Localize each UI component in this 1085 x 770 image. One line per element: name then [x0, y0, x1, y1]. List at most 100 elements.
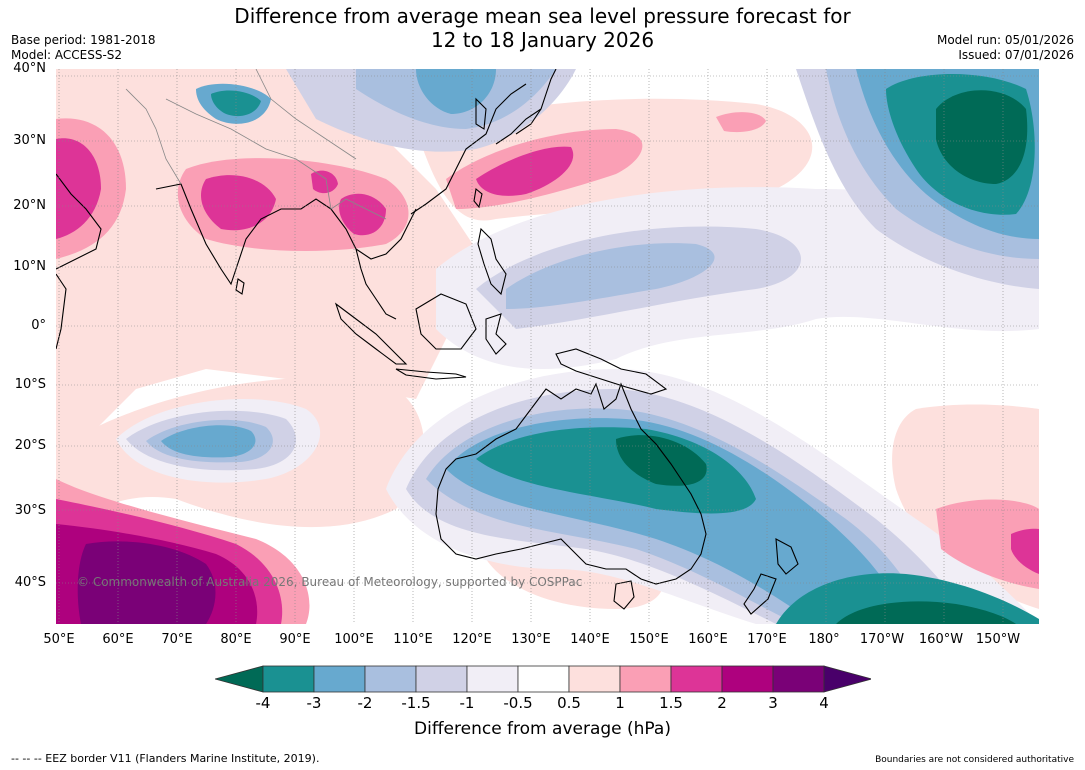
lon-label-100e: 100°E — [334, 632, 374, 647]
base-period: Base period: 1981-2018 — [11, 33, 156, 47]
lat-label-30n: 30°N — [13, 133, 46, 148]
title-line-2: 12 to 18 January 2026 — [430, 28, 655, 52]
colorbar-extend-low — [215, 665, 264, 693]
colorbar-segment — [568, 665, 621, 693]
meta-left: Base period: 1981-2018 Model: ACCESS-S2 — [11, 33, 156, 63]
colorbar-tick: 0.5 — [557, 694, 581, 712]
australia-coastline — [435, 382, 707, 585]
lon-label-180: 180° — [808, 632, 840, 647]
pressure-anomaly-map — [56, 69, 1039, 624]
lon-label-110e: 110°E — [393, 632, 433, 647]
africa-coastline — [56, 273, 67, 350]
lon-label-120e: 120°E — [452, 632, 492, 647]
colorbar-tick: -4 — [255, 694, 271, 712]
lon-label-150e: 150°E — [629, 632, 669, 647]
model-name: Model: ACCESS-S2 — [11, 48, 123, 62]
colorbar-title: Difference from average (hPa) — [414, 719, 671, 739]
india-coastline — [155, 183, 332, 286]
coastlines — [56, 69, 799, 615]
colorbar — [215, 665, 871, 693]
lon-label-150w: 150°W — [975, 632, 1021, 647]
negative-anomaly-4-tasman — [836, 601, 1016, 624]
positive-anomaly-1.5-india — [201, 175, 276, 231]
copyright-notice: © Commonwealth of Australia 2026, Bureau… — [77, 575, 583, 589]
boundaries-disclaimer: Boundaries are not considered authoritat… — [875, 755, 1074, 765]
lat-label-40n: 40°N — [13, 61, 46, 76]
negative-anomaly-4-australia — [616, 435, 707, 486]
taiwan-coastline — [473, 187, 483, 209]
positive-anomaly-3-southwest — [77, 541, 216, 624]
lat-label-0: 0° — [31, 318, 46, 333]
colorbar-segment — [619, 665, 672, 693]
colorbar-segment — [415, 665, 468, 693]
graticule — [56, 69, 1039, 624]
colorbar-tick: 1 — [615, 694, 625, 712]
lat-label-20n: 20°N — [13, 198, 46, 213]
model-run: Model run: 05/01/2026 — [936, 33, 1074, 47]
country-borders — [125, 69, 387, 220]
colorbar-segment — [517, 665, 570, 693]
colorbar-tick: -0.5 — [503, 694, 533, 712]
positive-anomaly-1.5-china-sea — [476, 146, 574, 196]
negative-anomaly-1.5-west-pacific — [506, 243, 715, 309]
lon-label-50e: 50°E — [43, 632, 75, 647]
sri-lanka-coastline — [235, 278, 245, 295]
colorbar-segment — [772, 665, 825, 693]
positive-anomaly-0.5-region-west — [56, 69, 476, 449]
china-coastline — [410, 83, 527, 215]
positive-anomaly-1.5-tibet-east — [311, 170, 338, 194]
issued-date: Issued: 07/01/2026 — [958, 48, 1074, 62]
chart-title: Difference from average mean sea level p… — [0, 4, 1085, 52]
lat-label-10s: 10°S — [14, 377, 46, 392]
philippines-coastline — [477, 227, 507, 296]
negative-anomaly-4-north-pacific-east — [936, 90, 1028, 184]
lon-label-170e: 170°E — [747, 632, 787, 647]
colorbar-segment — [262, 665, 315, 693]
lon-label-70e: 70°E — [161, 632, 193, 647]
meta-right: Model run: 05/01/2026 Issued: 07/01/2026 — [937, 33, 1074, 63]
lon-label-160w: 160°W — [918, 632, 964, 647]
positive-anomaly-1.5-south-pacific — [1011, 528, 1039, 574]
negative-anomaly-2-south-indian — [161, 425, 256, 458]
borneo-coastline — [415, 293, 477, 350]
colorbar-tick: -1 — [459, 694, 475, 712]
colorbar-segment — [721, 665, 774, 693]
negative-anomaly-3-tibet — [211, 90, 261, 117]
lon-label-130e: 130°E — [511, 632, 551, 647]
positive-anomaly-1-north-pacific-spot — [716, 112, 766, 133]
new-zealand-coastline — [743, 538, 799, 615]
indochina-coastline — [330, 208, 417, 320]
korea-coastline — [475, 97, 487, 130]
java-coastline — [395, 368, 467, 380]
lat-label-20s: 20°S — [14, 438, 46, 453]
sumatra-coastline — [334, 302, 408, 365]
colorbar-tick: 2 — [717, 694, 727, 712]
colorbar-segment — [364, 665, 417, 693]
lon-label-170w: 170°W — [859, 632, 905, 647]
colorbar-tick: 3 — [768, 694, 778, 712]
colorbar-tick: -1.5 — [401, 694, 431, 712]
lat-label-30s: 30°S — [14, 503, 46, 518]
tasmania-coastline — [613, 580, 635, 610]
lon-label-80e: 80°E — [220, 632, 252, 647]
colorbar-segment — [466, 665, 519, 693]
colorbar-segment — [313, 665, 366, 693]
lon-label-90e: 90°E — [279, 632, 311, 647]
positive-anomaly-1-south-pacific — [936, 499, 1039, 589]
sulawesi-coastline — [485, 313, 507, 355]
lon-label-160e: 160°E — [688, 632, 728, 647]
colorbar-segment — [670, 665, 723, 693]
eez-border-legend: -- -- -- EEZ border V11 (Flanders Marine… — [11, 752, 320, 765]
colorbar-tick: 1.5 — [659, 694, 683, 712]
lon-label-60e: 60°E — [102, 632, 134, 647]
colorbar-tick: -3 — [306, 694, 322, 712]
colorbar-tick: -2 — [357, 694, 373, 712]
lat-label-40s: 40°S — [14, 575, 46, 590]
lat-label-10n: 10°N — [13, 259, 46, 274]
lon-label-140e: 140°E — [570, 632, 610, 647]
arabia-coastline — [56, 173, 102, 270]
colorbar-extend-high — [823, 665, 871, 693]
title-line-1: Difference from average mean sea level p… — [234, 4, 851, 28]
new-guinea-coastline — [555, 348, 668, 395]
colorbar-tick: 4 — [819, 694, 829, 712]
